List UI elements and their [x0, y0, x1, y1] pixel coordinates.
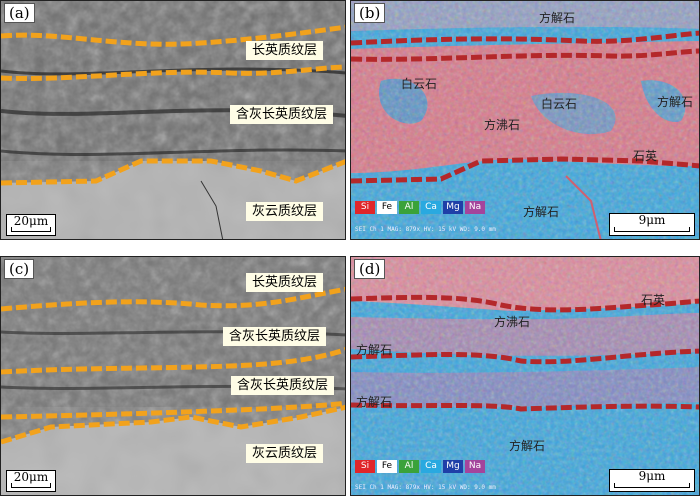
mineral-label-calcite: 方解石 [657, 95, 694, 109]
scale-bar-label: 9μm [638, 213, 666, 227]
legend-na: Na [465, 460, 485, 473]
panel-label: (c) [4, 259, 35, 279]
scale-bar: 20μm [6, 214, 56, 236]
mineral-label-analcime: 方沸石 [484, 118, 521, 132]
instrument-info: SEI Ch 1 MAG: 879x HV: 15 kV WD: 9.0 mm [355, 226, 496, 233]
mineral-label-calcite: 方解石 [356, 395, 393, 409]
legend-mg: Mg [443, 460, 463, 473]
layer-label-calcareous-felsic: 含灰长英质纹层 [231, 376, 335, 395]
scale-bar: 9μm [609, 213, 695, 236]
panel-c-bse-image: (c) 长英质纹层 含灰长英质纹层 含灰长英质纹层 灰云质纹层 20μm [0, 256, 346, 496]
panel-label: (b) [354, 3, 386, 23]
panel-d-eds-map: (d) 石英 方沸石 方解石 方解石 方解石 Si Fe Al Ca Mg Na… [350, 256, 700, 496]
eds-map-b [351, 1, 699, 239]
element-legend: Si Fe Al Ca Mg Na [355, 201, 485, 214]
layer-label-calcareous-felsic: 含灰长英质纹层 [223, 327, 327, 346]
mineral-label-calcite: 方解石 [523, 205, 560, 219]
legend-na: Na [465, 201, 485, 214]
scale-bar: 20μm [6, 470, 56, 492]
scale-bar-label: 9μm [638, 469, 666, 483]
mineral-label-dolomite: 白云石 [401, 77, 438, 91]
panel-a-bse-image: (a) 长英质纹层 含灰长英质纹层 灰云质纹层 20μm [0, 0, 346, 240]
layer-label-dolomitic: 灰云质纹层 [246, 444, 324, 463]
scale-bar-label: 20μm [13, 214, 49, 228]
mineral-label-quartz: 石英 [633, 149, 658, 163]
layer-label-felsic: 长英质纹层 [246, 41, 324, 60]
element-legend: Si Fe Al Ca Mg Na [355, 460, 485, 473]
mineral-label-calcite: 方解石 [539, 11, 576, 25]
legend-al: Al [399, 201, 419, 214]
mineral-label-dolomite: 白云石 [541, 97, 578, 111]
legend-ca: Ca [421, 201, 441, 214]
legend-mg: Mg [443, 201, 463, 214]
mineral-label-calcite: 方解石 [356, 343, 393, 357]
mineral-label-analcime: 方沸石 [494, 315, 531, 329]
legend-si: Si [355, 460, 375, 473]
layer-label-calcareous-felsic: 含灰长英质纹层 [230, 105, 334, 124]
panel-label: (a) [4, 3, 35, 23]
mineral-label-quartz: 石英 [641, 293, 666, 307]
layer-label-dolomitic: 灰云质纹层 [246, 202, 324, 221]
panel-b-eds-map: (b) 方解石 白云石 白云石 方解石 方沸石 石英 方解石 Si Fe Al … [350, 0, 700, 240]
eds-map-d [351, 257, 699, 495]
mineral-label-calcite: 方解石 [509, 439, 546, 453]
scale-bar: 9μm [609, 469, 695, 492]
layer-label-felsic: 长英质纹层 [246, 273, 324, 292]
legend-fe: Fe [377, 460, 397, 473]
legend-al: Al [399, 460, 419, 473]
legend-ca: Ca [421, 460, 441, 473]
legend-si: Si [355, 201, 375, 214]
panel-label: (d) [354, 259, 386, 279]
scale-bar-label: 20μm [13, 470, 49, 484]
instrument-info: SEI Ch 1 MAG: 879x HV: 15 kV WD: 9.0 mm [355, 484, 496, 491]
legend-fe: Fe [377, 201, 397, 214]
